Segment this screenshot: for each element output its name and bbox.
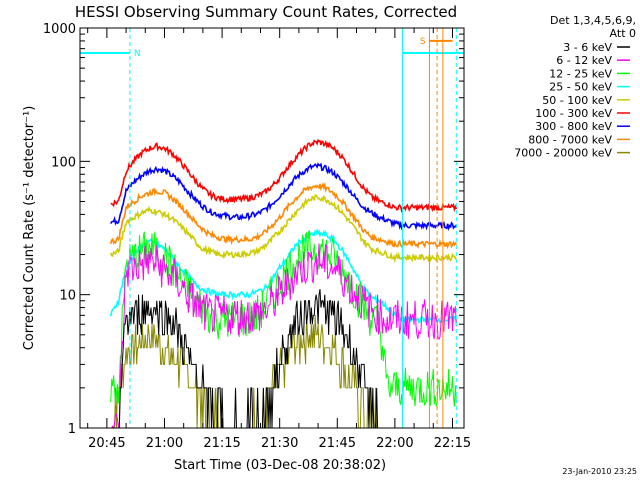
- x-tick-label: 22:15: [434, 436, 471, 451]
- night-label: N: [134, 49, 141, 59]
- series-300-800-kev: [110, 162, 458, 232]
- series-line: [110, 138, 458, 214]
- y-tick-label: 1000: [43, 22, 76, 37]
- x-tick-label: 21:45: [319, 436, 356, 451]
- saa-label: S: [420, 37, 426, 47]
- chart-title: HESSI Observing Summary Count Rates, Cor…: [75, 3, 457, 21]
- plot-frame: [79, 27, 465, 429]
- x-tick-label: 21:30: [261, 436, 298, 451]
- x-tick-label: 20:45: [88, 436, 125, 451]
- series-line: [110, 162, 458, 232]
- y-tick-label: 10: [59, 289, 76, 304]
- legend-label: 25 - 50 keV: [549, 81, 612, 94]
- series-line: [109, 181, 457, 250]
- x-tick-label: 22:00: [376, 436, 413, 451]
- legend-header: Det 1,3,4,5,6,9,: [550, 14, 636, 27]
- legend-label: 3 - 6 keV: [563, 41, 612, 54]
- series-line: [110, 230, 457, 407]
- footer-date: 23-Jan-2010 23:25: [562, 467, 637, 476]
- series-line: [109, 194, 457, 264]
- series-100-300-kev: [110, 138, 458, 214]
- legend-header: Att 0: [610, 27, 636, 40]
- y-tick-label: 1: [68, 422, 76, 437]
- series-800-7000-kev: [109, 181, 457, 250]
- legend-label: 100 - 300 keV: [535, 107, 612, 120]
- y-axis-title: Corrected Count Rate (s⁻¹ detector⁻¹): [22, 106, 37, 351]
- legend-label: 7000 - 20000 keV: [514, 147, 612, 160]
- series-12-25-kev: [110, 230, 457, 407]
- series-line: [110, 243, 457, 430]
- plot-area: N S 1 10 100 1000 20:45 21:00 21:15 21:30 21:45 22:…: [43, 22, 471, 451]
- y-tick-label: 100: [51, 155, 76, 170]
- x-tick-label: 21:15: [203, 436, 240, 451]
- series-50-100-kev: [109, 194, 457, 264]
- legend-label: 6 - 12 keV: [556, 54, 612, 67]
- series-6-12-kev: [110, 243, 457, 430]
- legend-label: 800 - 7000 keV: [528, 133, 612, 146]
- y-axis-title-group: Corrected Count Rate (s⁻¹ detector⁻¹): [22, 106, 37, 351]
- x-axis-title: Start Time (03-Dec-08 20:38:02): [174, 458, 386, 473]
- legend-label: 300 - 800 keV: [535, 120, 612, 133]
- legend-label: 50 - 100 keV: [542, 94, 612, 107]
- legend-label: 12 - 25 keV: [549, 67, 612, 80]
- x-tick-label: 21:00: [146, 436, 183, 451]
